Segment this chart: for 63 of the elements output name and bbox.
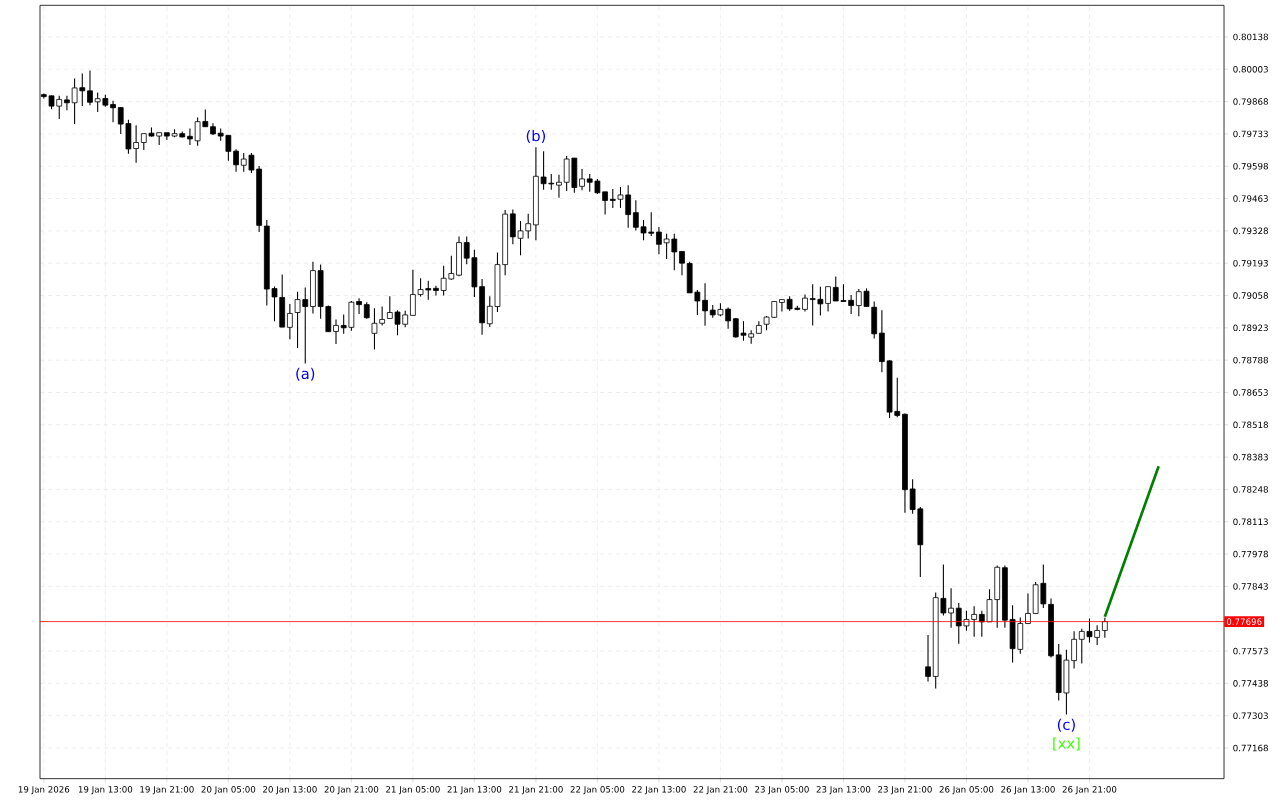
- ref-line-label: 0.77696: [1226, 618, 1262, 625]
- x-tick-label: 26 Jan 13:00: [1001, 786, 1055, 795]
- y-tick-label: 0.77438: [1233, 680, 1268, 687]
- x-tick-label: 22 Jan 05:00: [570, 786, 625, 795]
- candlestick: [110, 100, 116, 123]
- candlestick: [1101, 617, 1108, 639]
- y-tick-label: 0.79058: [1233, 292, 1268, 299]
- x-tick-label: 19 Jan 13:00: [78, 786, 133, 795]
- y-tick-label: 0.77168: [1233, 744, 1268, 752]
- y-tick-label: 0.78653: [1233, 389, 1268, 396]
- candlestick: [556, 174, 562, 199]
- annotation: [xx]: [1053, 737, 1080, 751]
- candlestick: [702, 282, 708, 327]
- y-tick-label: 0.77573: [1233, 647, 1268, 655]
- x-tick-label: 26 Jan 21:00: [1062, 786, 1117, 795]
- x-tick-label: 21 Jan 21:00: [509, 786, 563, 795]
- y-tick-label: 0.78383: [1233, 453, 1268, 461]
- candlestick: [679, 250, 685, 276]
- y-tick-label: 0.80138: [1233, 33, 1268, 41]
- y-tick-label: 0.79328: [1233, 227, 1268, 235]
- x-tick-label: 22 Jan 13:00: [632, 786, 686, 795]
- x-tick-label: 20 Jan 21:00: [324, 786, 379, 795]
- x-tick-label: 26 Jan 05:00: [939, 786, 994, 795]
- y-tick-label: 0.77843: [1233, 583, 1268, 590]
- candlestick: [825, 286, 831, 313]
- candlestick: [333, 318, 339, 345]
- candlestick: [579, 168, 585, 191]
- candlestick: [1025, 593, 1031, 625]
- y-tick-label: 0.78788: [1233, 356, 1268, 364]
- y-tick-label: 0.78518: [1233, 421, 1268, 429]
- candlestick: [433, 285, 439, 297]
- x-tick-label: 20 Jan 13:00: [263, 786, 317, 795]
- candlestick: [779, 299, 785, 313]
- x-tick-label: 19 Jan 2026: [18, 786, 70, 795]
- candlestick: [925, 634, 931, 682]
- y-tick-label: 0.79868: [1233, 98, 1268, 105]
- y-tick-label: 0.78113: [1233, 518, 1268, 526]
- candlestick: [356, 297, 362, 315]
- annotation: (a): [296, 367, 315, 381]
- x-tick-label: 23 Jan 05:00: [755, 786, 809, 795]
- x-tick-label: 21 Jan 13:00: [447, 786, 502, 795]
- candlestick: [656, 226, 662, 255]
- x-tick-label: 23 Jan 21:00: [878, 786, 932, 795]
- y-tick-label: 0.77303: [1233, 712, 1268, 719]
- candlestick: [287, 303, 293, 340]
- y-tick-label: 0.79598: [1233, 162, 1268, 170]
- y-tick-label: 0.79193: [1233, 259, 1268, 267]
- annotation: (b): [526, 129, 546, 144]
- x-tick-label: 19 Jan 21:00: [140, 786, 194, 795]
- x-tick-label: 21 Jan 05:00: [386, 786, 440, 795]
- x-tick-label: 23 Jan 13:00: [816, 786, 871, 795]
- y-tick-label: 0.79463: [1233, 195, 1268, 202]
- candlestick: [87, 69, 93, 106]
- annotation: (c): [1057, 718, 1075, 732]
- y-tick-label: 0.78248: [1233, 486, 1268, 493]
- y-tick-label: 0.78923: [1233, 324, 1268, 332]
- y-tick-label: 0.77978: [1233, 550, 1268, 558]
- x-tick-label: 20 Jan 05:00: [201, 786, 256, 795]
- y-tick-label: 0.80003: [1233, 65, 1268, 73]
- x-tick-label: 22 Jan 21:00: [693, 786, 748, 795]
- candlestick: [233, 148, 239, 173]
- candlestick: [187, 127, 193, 146]
- y-tick-label: 0.79733: [1233, 130, 1268, 138]
